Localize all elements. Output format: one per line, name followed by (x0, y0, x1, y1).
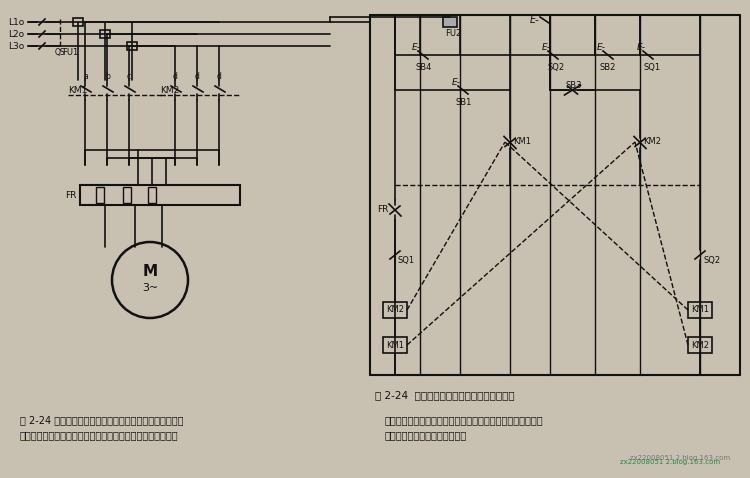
Bar (148, 187, 156, 203)
Text: E-: E- (452, 77, 461, 87)
Bar (688, 302, 712, 318)
Text: KM2: KM2 (643, 138, 661, 146)
Text: FU2: FU2 (445, 29, 461, 37)
Text: b: b (105, 72, 110, 80)
Text: SB4: SB4 (415, 63, 431, 72)
Text: KM1: KM1 (386, 340, 404, 349)
Text: zx22008051 2.blog.163.com: zx22008051 2.blog.163.com (620, 459, 720, 465)
Bar (96, 187, 104, 203)
Text: SQ1: SQ1 (643, 63, 660, 72)
Text: KM1: KM1 (691, 305, 709, 315)
Text: SB1: SB1 (455, 98, 471, 107)
Bar (123, 187, 131, 203)
Text: L2o: L2o (8, 30, 24, 39)
Text: KM2: KM2 (160, 86, 179, 95)
Text: SB2: SB2 (600, 63, 616, 72)
Text: zx22008051 2.blog.163.com: zx22008051 2.blog.163.com (630, 455, 730, 461)
Bar (73, 18, 83, 26)
Text: FU1: FU1 (62, 47, 78, 56)
Text: M: M (142, 264, 158, 280)
Text: a: a (83, 72, 88, 80)
Text: L1o: L1o (8, 18, 24, 26)
Text: KM1: KM1 (513, 138, 531, 146)
Text: 图 2-24 所示为带点动断续运行的自动往返控制线路，这是: 图 2-24 所示为带点动断续运行的自动往返控制线路，这是 (20, 415, 184, 425)
Text: KM2: KM2 (386, 305, 404, 315)
Text: SB3: SB3 (565, 80, 581, 89)
Text: 3~: 3~ (142, 283, 158, 293)
Text: SQ1: SQ1 (398, 256, 416, 264)
Bar (688, 337, 712, 353)
Text: KM2: KM2 (691, 340, 709, 349)
Text: c: c (127, 72, 131, 80)
Text: FR: FR (377, 206, 388, 215)
Text: E-: E- (412, 43, 421, 52)
Text: 线路采用无触点接近开关作为行程控制的位置开关，因而提高: 线路采用无触点接近开关作为行程控制的位置开关，因而提高 (385, 415, 544, 425)
Text: FR: FR (65, 191, 76, 199)
Text: 一种既有点动控制又能连续可逆运行的自动往复控制线路。该: 一种既有点动控制又能连续可逆运行的自动往复控制线路。该 (20, 430, 178, 440)
Text: d: d (217, 72, 222, 80)
Text: 图 2-24  带点动断续运行的自动往返控制线路: 图 2-24 带点动断续运行的自动往返控制线路 (375, 390, 514, 400)
Bar (127, 42, 137, 50)
Text: 了控制线路的准确性和可靠性。: 了控制线路的准确性和可靠性。 (385, 430, 467, 440)
Bar (100, 30, 110, 38)
Text: QS: QS (55, 47, 66, 56)
Text: E-: E- (597, 43, 606, 52)
Text: E-: E- (542, 43, 551, 52)
Text: SQ2: SQ2 (547, 63, 564, 72)
Text: SQ2: SQ2 (703, 256, 720, 264)
Text: KM1: KM1 (68, 86, 87, 95)
Text: E-: E- (637, 43, 646, 52)
Text: d: d (173, 72, 178, 80)
Text: d: d (195, 72, 200, 80)
Bar (383, 337, 407, 353)
Bar (443, 17, 457, 27)
Text: E-: E- (530, 15, 540, 25)
Bar (80, 185, 240, 205)
Text: L3o: L3o (8, 42, 24, 51)
Bar (383, 302, 407, 318)
